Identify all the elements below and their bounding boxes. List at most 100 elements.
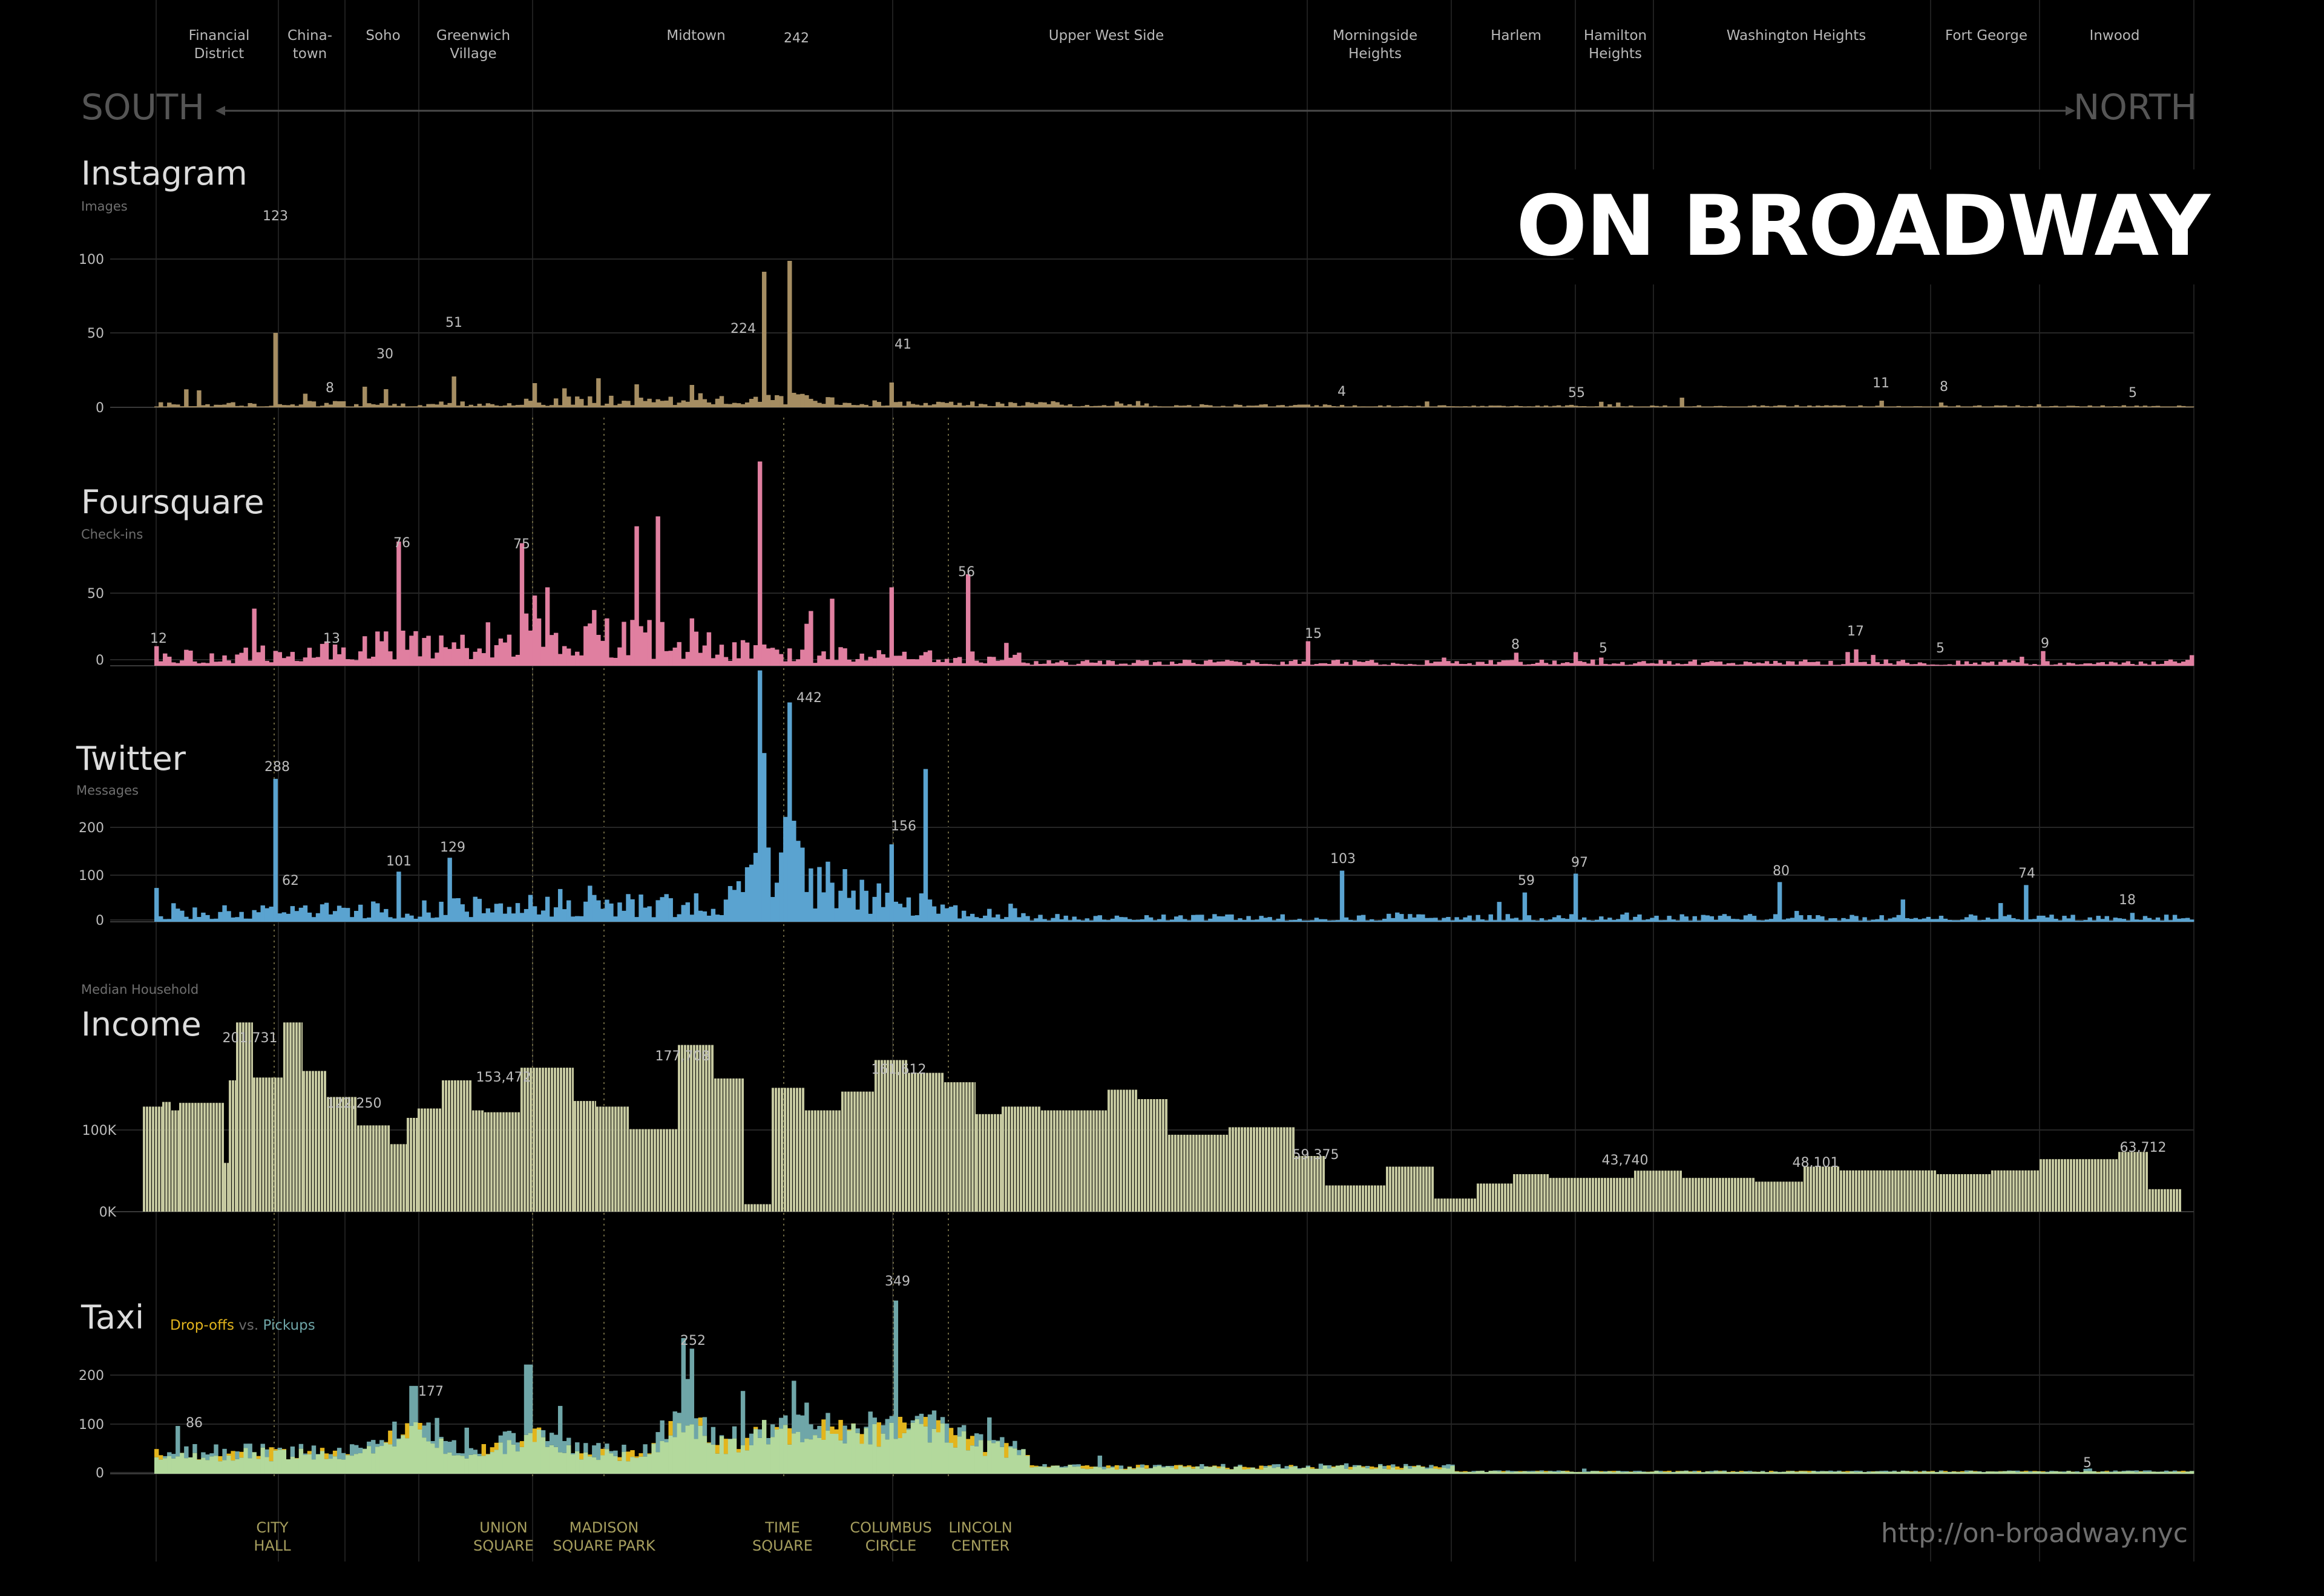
taxi-excess-bar	[1471, 1471, 1476, 1473]
income-bar	[1334, 1185, 1337, 1212]
instagram-bar	[727, 404, 733, 407]
foursquare-bar	[1616, 663, 1621, 666]
income-bar	[862, 1091, 865, 1212]
foursquare-bar	[1951, 665, 1957, 666]
instagram-bar	[1781, 405, 1787, 407]
twitter-bar	[485, 908, 491, 922]
foursquare-bar	[490, 657, 495, 666]
taxi-excess-bar	[1926, 1471, 1931, 1472]
taxi-excess-bar	[1114, 1465, 1120, 1470]
neighborhood-label-line: Fort George	[1945, 28, 2027, 44]
foursquare-bar	[1658, 660, 1663, 666]
taxi-excess-bar	[430, 1441, 435, 1444]
twitter-bar	[1369, 919, 1374, 922]
taxi-overlap-bar	[477, 1456, 482, 1474]
income-bar	[1047, 1110, 1049, 1212]
income-bar	[1873, 1170, 1876, 1212]
taxi-overlap-bar	[1616, 1471, 1621, 1474]
foursquare-bar	[1178, 663, 1183, 666]
taxi-overlap-bar	[1475, 1471, 1480, 1474]
twitter-bar	[1573, 873, 1578, 922]
landmark-guides	[274, 418, 949, 1477]
instagram-bar	[864, 404, 868, 407]
taxi-excess-bar	[1191, 1466, 1196, 1469]
landmark-label-line: SQUARE	[752, 1537, 813, 1554]
taxi-overlap-bar	[2079, 1472, 2084, 1474]
twitter-bar	[1063, 915, 1068, 922]
taxi-excess-bar	[600, 1448, 605, 1456]
instagram-bar	[281, 405, 287, 407]
foursquare-bar	[511, 656, 516, 666]
income-bar	[463, 1080, 465, 1212]
twitter-bar	[1025, 916, 1030, 922]
taxi-excess-bar	[1960, 1471, 1965, 1473]
twitter-bar	[1964, 917, 1969, 922]
foursquare-bar	[324, 641, 329, 666]
twitter-bar	[1841, 918, 1846, 922]
instagram-bar	[1008, 402, 1013, 407]
taxi-excess-bar	[1101, 1466, 1107, 1470]
taxi-overlap-bar	[1509, 1472, 1515, 1474]
foursquare-bar	[1582, 662, 1587, 666]
foursquare-bar	[1365, 660, 1370, 666]
foursquare-bar	[898, 655, 903, 666]
instagram-bar	[409, 406, 414, 407]
instagram-bar	[260, 406, 265, 407]
taxi-excess-bar	[1025, 1455, 1030, 1456]
income-bar	[393, 1144, 396, 1212]
income-bar	[944, 1082, 947, 1212]
taxi-overlap-bar	[902, 1433, 907, 1474]
taxi-excess-bar	[163, 1456, 168, 1459]
taxi-overlap-bar	[927, 1442, 933, 1474]
taxi-overlap-bar	[1790, 1471, 1795, 1474]
income-bar	[155, 1106, 157, 1212]
income-bar	[1274, 1127, 1276, 1212]
income-bar	[1997, 1170, 2000, 1212]
twitter-value-label: 80	[1773, 864, 1790, 879]
taxi-excess-bar	[1629, 1471, 1633, 1472]
income-bar	[1350, 1185, 1352, 1212]
landmark-label-line: HALL	[254, 1537, 291, 1554]
instagram-bar	[1764, 406, 1770, 407]
income-bar	[750, 1204, 753, 1212]
taxi-excess-bar	[473, 1450, 478, 1454]
foursquare-bar	[1042, 663, 1047, 666]
instagram-bar	[626, 401, 631, 407]
twitter-bar	[409, 915, 414, 922]
foursquare-bar	[600, 640, 605, 666]
taxi-overlap-bar	[1276, 1466, 1281, 1474]
landmark-label-line: TIME	[764, 1519, 800, 1536]
neighborhood-label: Soho	[366, 28, 400, 44]
income-bar	[1719, 1178, 1721, 1212]
twitter-bar	[171, 903, 176, 922]
twitter-bar	[1420, 914, 1425, 922]
income-bar	[1867, 1170, 1869, 1212]
income-bar	[1253, 1127, 1255, 1212]
twitter-bar	[1382, 918, 1387, 922]
twitter-bar	[872, 896, 877, 922]
income-bar	[693, 1045, 695, 1212]
taxi-overlap-bar	[2121, 1471, 2127, 1474]
site-url[interactable]: http://on-broadway.nyc	[1881, 1518, 2188, 1549]
taxi-overlap-bar	[545, 1447, 550, 1474]
twitter-bar	[851, 890, 856, 922]
twitter-bar	[336, 905, 342, 922]
foursquare-bar	[1663, 663, 1667, 666]
taxi-overlap-bar	[315, 1454, 321, 1474]
income-bar	[790, 1088, 792, 1212]
taxi-excess-bar	[792, 1381, 796, 1434]
foursquare-bar	[617, 647, 622, 666]
twitter-bar	[439, 901, 444, 922]
income-bar	[229, 1080, 231, 1212]
foursquare-bar	[1314, 663, 1319, 666]
taxi-excess-bar	[1463, 1471, 1468, 1473]
instagram-bar	[1492, 406, 1497, 407]
taxi-excess-bar	[456, 1453, 461, 1456]
instagram-bar	[384, 389, 389, 407]
twitter-bar	[1305, 921, 1311, 922]
foursquare-bar	[545, 587, 550, 666]
taxi-overlap-bar	[528, 1433, 533, 1474]
foursquare-bar	[643, 632, 648, 666]
taxi-overlap-bar	[965, 1450, 971, 1474]
taxi-excess-bar	[388, 1430, 393, 1445]
